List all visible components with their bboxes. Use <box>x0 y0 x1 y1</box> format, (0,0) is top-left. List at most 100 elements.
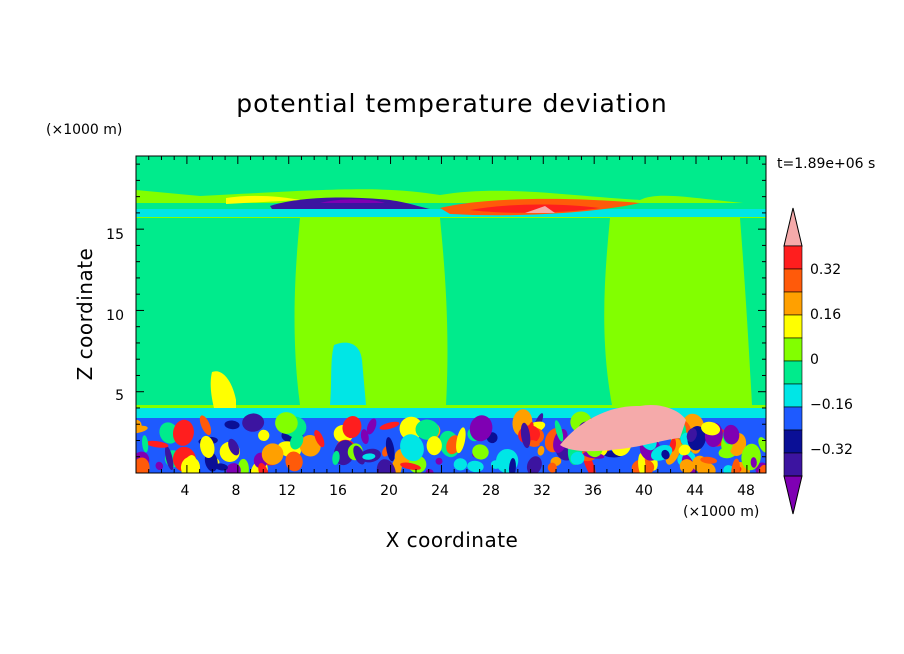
boundary-layer-cell <box>299 435 321 457</box>
x-axis-label: X coordinate <box>386 528 519 552</box>
colorbar-swatches <box>783 207 803 515</box>
boundary-layer-cell <box>136 457 150 473</box>
boundary-layer-cell <box>136 425 148 434</box>
colorbar-label: 0.16 <box>810 307 841 323</box>
boundary-layer-cell <box>400 462 421 470</box>
boundary-layer-cell <box>661 449 670 460</box>
boundary-layer-cell <box>731 458 740 473</box>
boundary-layer-cell <box>723 424 740 445</box>
boundary-layer-cell <box>242 413 265 432</box>
colorbar: 0.32 0.16 0 −0.16 −0.32 <box>783 207 853 515</box>
boundary-layer-cell <box>332 450 340 465</box>
boundary-layer-cell <box>400 434 424 462</box>
boundary-layer-cell <box>456 427 466 454</box>
boundary-layer-cell <box>399 416 423 441</box>
colorbar-swatch <box>783 452 803 477</box>
boundary-layer-cell <box>686 428 697 443</box>
boundary-layer-cell <box>342 416 362 439</box>
boundary-layer-cell <box>379 421 400 430</box>
boundary-layer-cell <box>390 455 403 473</box>
x-tick-label: 20 <box>380 483 398 499</box>
boundary-layer-cell <box>570 451 585 465</box>
x-tick-label: 24 <box>431 483 449 499</box>
y-tick-label: 10 <box>106 308 124 324</box>
colorbar-swatch <box>783 429 803 454</box>
boundary-layer-cell <box>275 412 298 434</box>
x-tick-label: 32 <box>533 483 551 499</box>
field-upper-yellow <box>226 195 300 204</box>
field-top-negative <box>136 156 766 205</box>
field-upper-cold <box>270 197 430 209</box>
x-tick-label: 8 <box>232 483 241 499</box>
boundary-layer-cell <box>750 457 757 468</box>
boundary-layer-cell <box>701 421 721 436</box>
colorbar-swatch <box>783 337 803 362</box>
field-warm-plume <box>560 404 686 452</box>
y-axis-ticks: 5 10 15 <box>106 227 124 404</box>
boundary-layer-cell <box>285 451 303 472</box>
colorbar-swatch <box>783 360 803 385</box>
x-tick-label: 40 <box>635 483 653 499</box>
boundary-layer-cell <box>758 464 766 473</box>
time-label: t=1.89e+06 s <box>777 156 875 172</box>
boundary-layer-cell <box>353 445 366 465</box>
boundary-layer-cell <box>290 432 304 450</box>
colorbar-swatch <box>783 383 803 408</box>
boundary-layer-cell <box>366 418 377 435</box>
y-axis-label: Z coordinate <box>73 248 97 381</box>
y-tick-marks <box>136 163 766 458</box>
boundary-layer-cell <box>314 430 325 448</box>
boundary-layer-cell <box>665 438 681 465</box>
field-column-1 <box>136 218 300 405</box>
colorbar-swatch <box>783 268 803 293</box>
colorbar-swatch <box>783 245 803 270</box>
boundary-layer-cell <box>237 458 249 473</box>
boundary-layer-cell <box>214 463 228 471</box>
boundary-layer-cell <box>164 446 174 471</box>
boundary-layer-cell <box>228 438 240 456</box>
contour-plot <box>136 156 766 473</box>
boundary-layer-cell <box>490 460 501 469</box>
boundary-layer-cell <box>261 443 284 465</box>
boundary-layer-cell <box>360 429 369 445</box>
x-tick-marks <box>148 156 761 473</box>
field-cyan-plume <box>330 342 366 405</box>
colorbar-label: −0.32 <box>810 442 853 458</box>
colorbar-max-extension <box>783 207 803 247</box>
x-tick-label: 28 <box>482 483 500 499</box>
colorbar-label: 0.32 <box>810 262 841 278</box>
colorbar-label: −0.16 <box>810 397 853 413</box>
boundary-layer-cell <box>472 444 489 460</box>
boundary-layer-cell <box>258 429 270 441</box>
boundary-layer-cell <box>362 453 376 460</box>
boundary-layer-cell <box>520 422 531 449</box>
x-unit-label: (×1000 m) <box>683 504 759 520</box>
colorbar-swatch <box>783 291 803 316</box>
y-unit-label: (×1000 m) <box>46 122 122 138</box>
boundary-layer-cell <box>155 461 164 471</box>
boundary-layer-cell <box>547 462 557 473</box>
field-upper-warm-peak <box>525 206 555 213</box>
boundary-layer-cell <box>199 415 212 436</box>
boundary-layer-cell <box>146 440 169 448</box>
colorbar-min-extension <box>783 475 803 515</box>
field-upper-warm-core <box>470 204 600 213</box>
boundary-layer-cell <box>142 435 149 453</box>
y-tick-label: 5 <box>115 388 124 404</box>
boundary-layer-cell <box>226 463 241 473</box>
field-upper-cold-core <box>320 199 385 203</box>
colorbar-swatch <box>783 314 803 339</box>
boundary-layer-cell <box>453 458 468 471</box>
field-yellow-patch <box>210 371 236 408</box>
field-lower-band <box>136 408 766 418</box>
field-column-3 <box>740 218 766 405</box>
x-tick-label: 12 <box>278 483 296 499</box>
boundary-layer-cell <box>638 453 646 473</box>
x-tick-label: 4 <box>181 483 190 499</box>
x-tick-label: 36 <box>584 483 602 499</box>
boundary-layer-cell <box>200 435 215 458</box>
plot-frame <box>135 155 767 474</box>
x-tick-label: 16 <box>329 483 347 499</box>
boundary-layer-cell <box>678 444 691 456</box>
